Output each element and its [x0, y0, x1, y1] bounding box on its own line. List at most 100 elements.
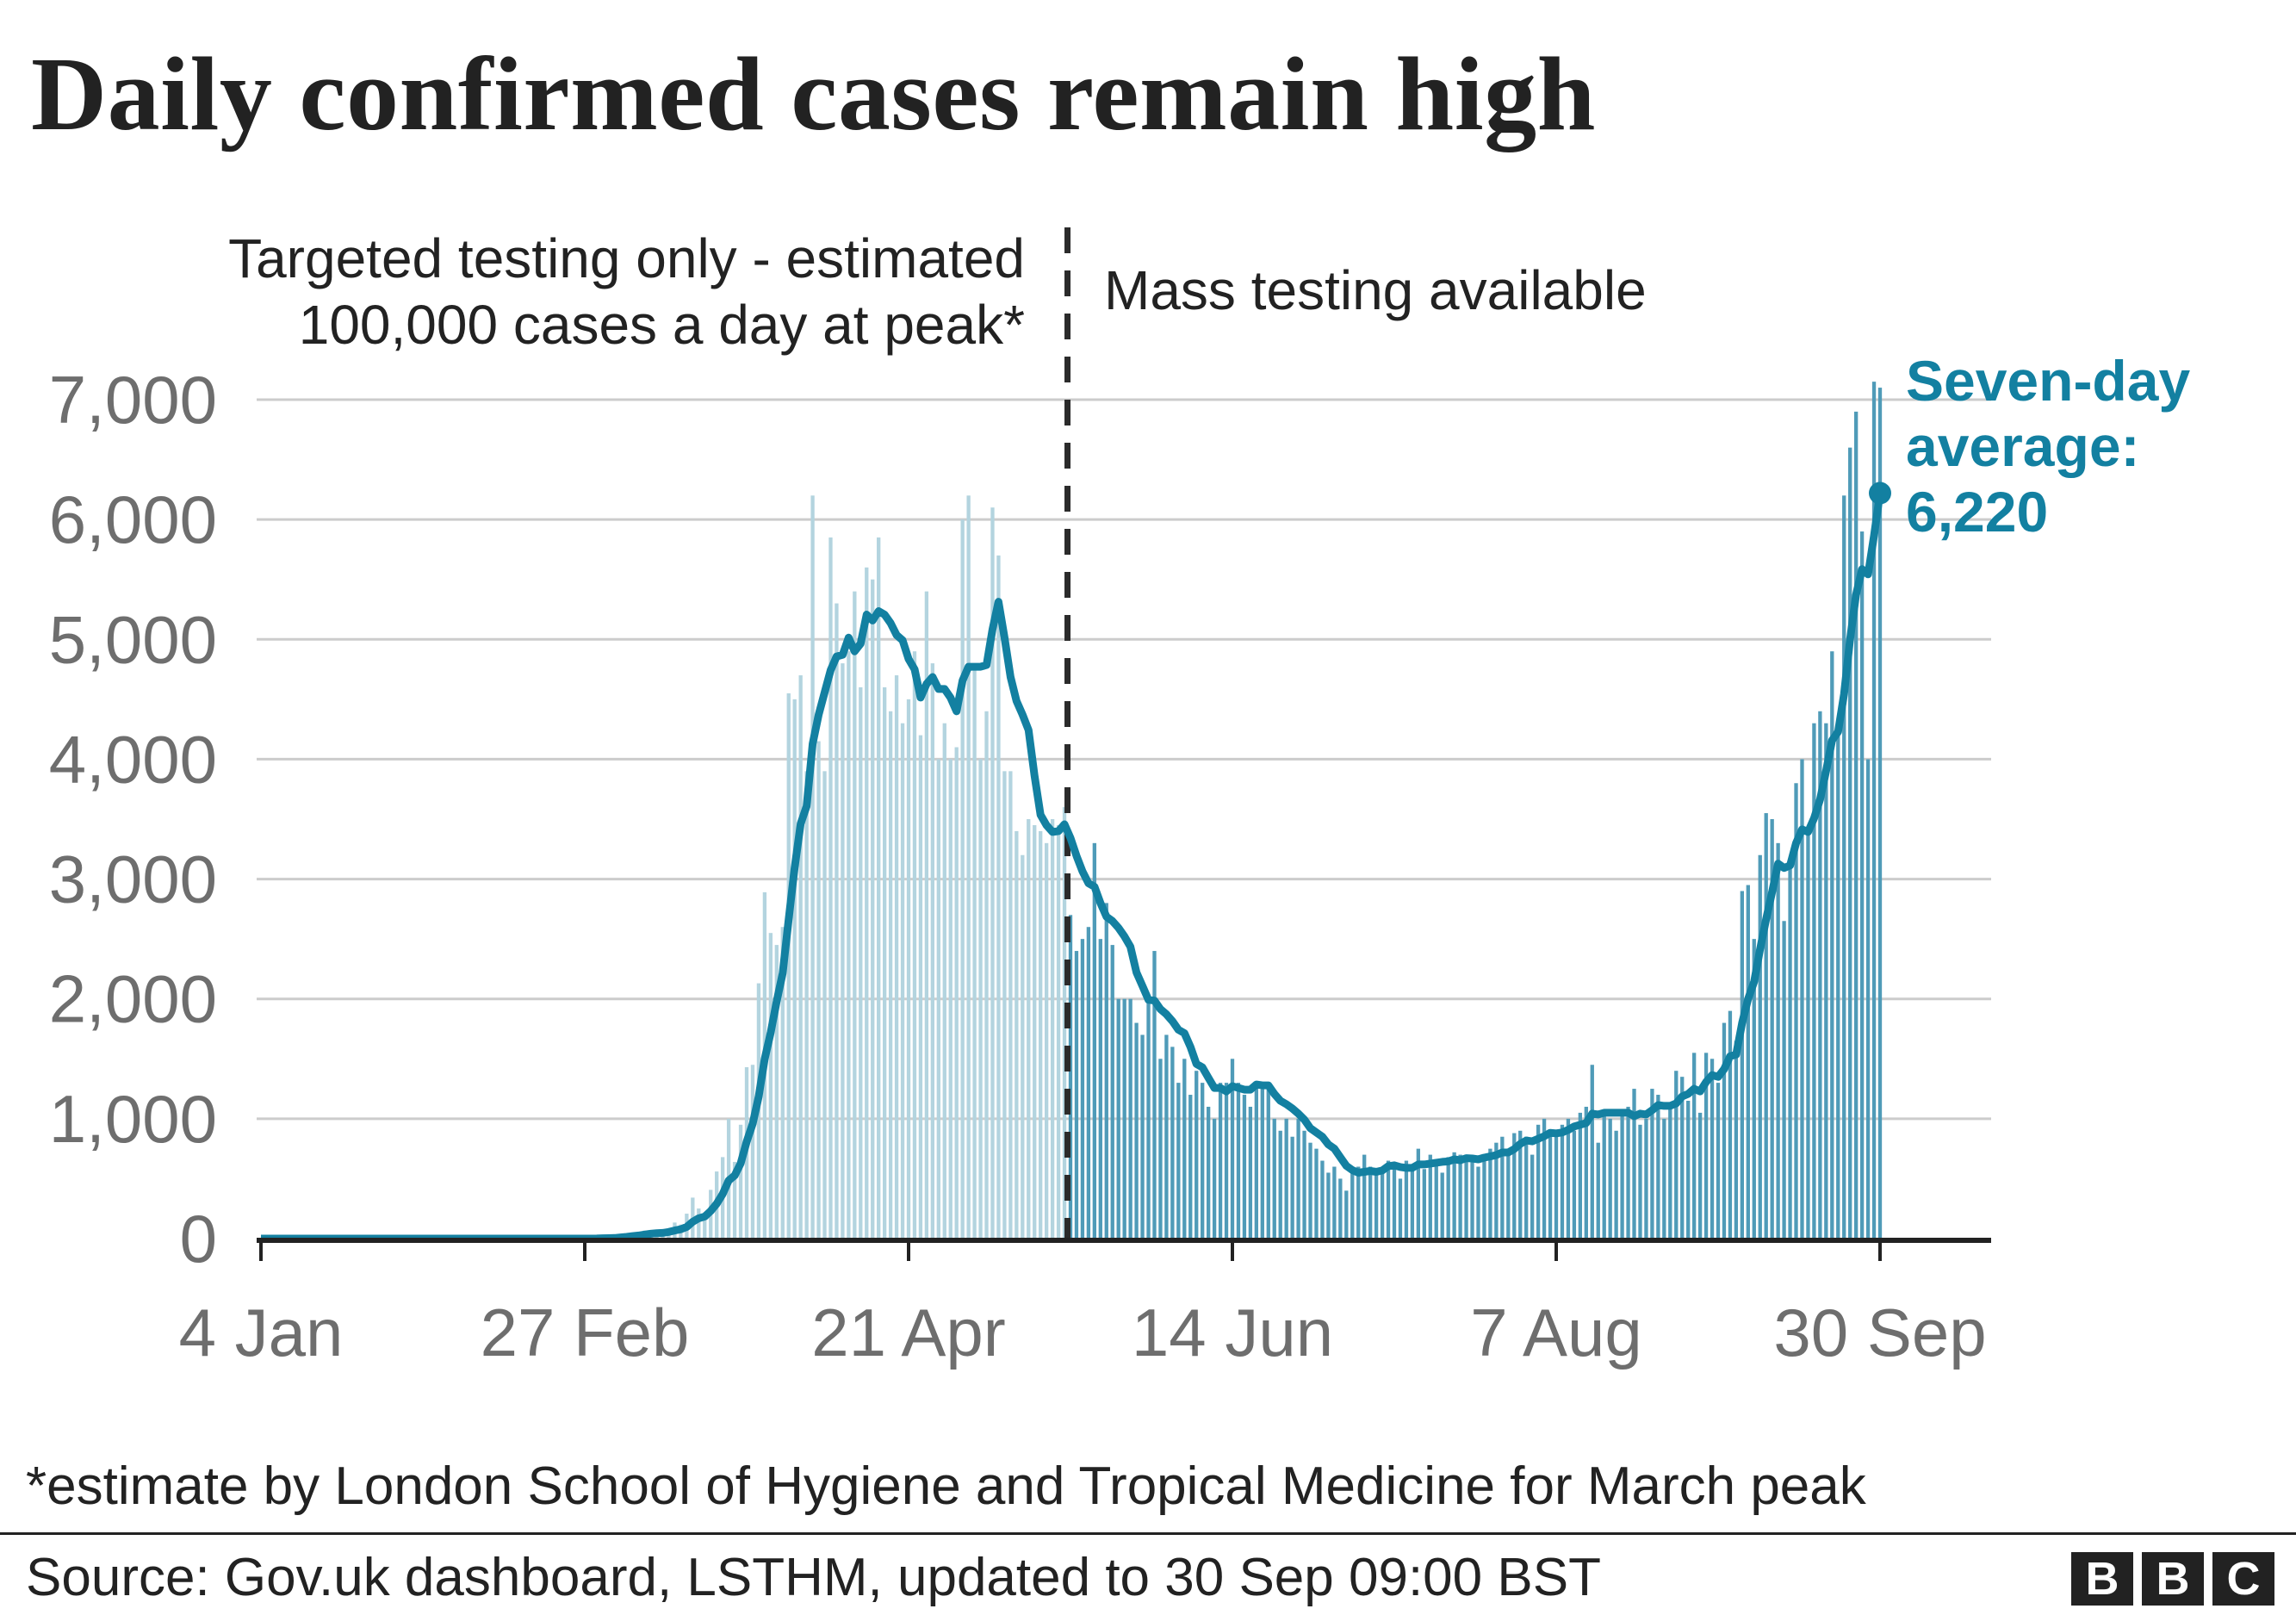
logo-letter: B: [2142, 1552, 2204, 1606]
bar: [930, 663, 935, 1239]
bar: [1806, 830, 1810, 1239]
bar: [1201, 1083, 1205, 1239]
bar: [1865, 759, 1871, 1239]
bar: [1068, 915, 1073, 1239]
bar: [828, 537, 833, 1239]
bar: [822, 771, 827, 1239]
bar: [1033, 824, 1037, 1239]
bar: [924, 591, 929, 1239]
x-tick-label: 7 Aug: [1470, 1295, 1642, 1370]
bar: [1518, 1130, 1523, 1239]
bar: [1398, 1178, 1403, 1239]
bar: [1812, 723, 1816, 1239]
bar: [804, 771, 809, 1239]
chart-svg: 0 1,000 2,000 3,000 4,000 5,000 6,000 7,000 4 Ja…: [49, 227, 1991, 1370]
bar: [1488, 1148, 1492, 1239]
logo-letter: C: [2212, 1552, 2274, 1606]
bar: [1416, 1148, 1421, 1239]
bar: [1572, 1130, 1577, 1239]
bar: [1308, 1142, 1312, 1239]
annotation-line-2: 100,000 cases a day at peak*: [298, 294, 1025, 356]
bar: [1320, 1160, 1325, 1239]
bar: [1326, 1172, 1331, 1239]
bar: [847, 651, 851, 1239]
bar: [1668, 1106, 1672, 1239]
annotation-line-1: Targeted testing only - estimated: [228, 227, 1025, 289]
bar: [1770, 819, 1774, 1239]
mass-testing-annotation: Mass testing available: [1104, 259, 1647, 321]
bar: [912, 651, 917, 1239]
bar: [1656, 1095, 1660, 1239]
bar: [1266, 1083, 1270, 1239]
bar: [1116, 998, 1120, 1239]
bar: [1710, 1059, 1715, 1239]
bar: [1284, 1118, 1288, 1239]
bar: [1098, 939, 1102, 1239]
bar: [1530, 1154, 1535, 1239]
bar: [1524, 1136, 1529, 1239]
bar: [918, 735, 923, 1239]
bar: [1608, 1118, 1612, 1239]
y-tick-label: 3,000: [49, 842, 217, 917]
bar: [1027, 819, 1031, 1239]
bar: [1338, 1178, 1343, 1239]
bar: [942, 723, 946, 1239]
bar: [1740, 891, 1745, 1239]
bar: [960, 519, 965, 1239]
bar: [966, 495, 971, 1239]
bar: [865, 567, 869, 1239]
bar: [1548, 1130, 1553, 1239]
bar: [780, 927, 785, 1239]
bar: [774, 945, 779, 1239]
bar: [1830, 651, 1834, 1239]
bar: [1008, 771, 1013, 1239]
bar: [1080, 939, 1085, 1239]
bar: [816, 741, 821, 1239]
seven-day-average-label: Seven-day average: 6,220: [1906, 348, 2190, 544]
bar: [1566, 1118, 1571, 1239]
bar: [1434, 1160, 1438, 1239]
bar: [1464, 1154, 1468, 1239]
bar: [1386, 1160, 1391, 1239]
bar: [1242, 1095, 1247, 1239]
bar: [859, 686, 863, 1239]
bbc-logo: B B C: [2071, 1552, 2274, 1606]
bar: [1662, 1118, 1666, 1239]
bar: [750, 1065, 755, 1239]
bar: [1290, 1136, 1294, 1239]
bar: [841, 663, 845, 1239]
bar: [1674, 1071, 1679, 1239]
x-tick-label: 4 Jan: [179, 1295, 344, 1370]
chart-title: Daily confirmed cases remain high: [31, 36, 1597, 152]
bar: [1782, 921, 1786, 1239]
bar: [1050, 819, 1055, 1239]
bar: [810, 495, 815, 1239]
bar: [877, 537, 881, 1239]
bar: [1686, 1100, 1691, 1239]
y-tick-label: 6,000: [49, 481, 217, 557]
bar: [1470, 1157, 1474, 1239]
bar: [835, 603, 839, 1239]
bar: [1140, 1034, 1145, 1239]
y-tick-label: 0: [180, 1201, 217, 1276]
avg-label-line-2: average:: [1906, 414, 2140, 478]
bar: [1356, 1166, 1361, 1239]
bar: [1188, 1095, 1193, 1239]
bar: [1146, 998, 1151, 1239]
x-tick-label: 27 Feb: [481, 1295, 690, 1370]
y-tick-label: 2,000: [49, 961, 217, 1037]
bar: [1380, 1169, 1385, 1239]
bar: [906, 699, 911, 1239]
bar: [1374, 1172, 1379, 1239]
bar: [1278, 1130, 1282, 1239]
bar: [1626, 1106, 1630, 1239]
bar: [1422, 1169, 1426, 1239]
bar: [1848, 447, 1852, 1239]
bar: [972, 663, 977, 1239]
bar: [1482, 1160, 1486, 1239]
bar: [1302, 1130, 1306, 1239]
bar: [1752, 939, 1756, 1239]
bar: [1021, 854, 1025, 1239]
bar: [1764, 813, 1768, 1239]
bar: [1110, 945, 1114, 1239]
